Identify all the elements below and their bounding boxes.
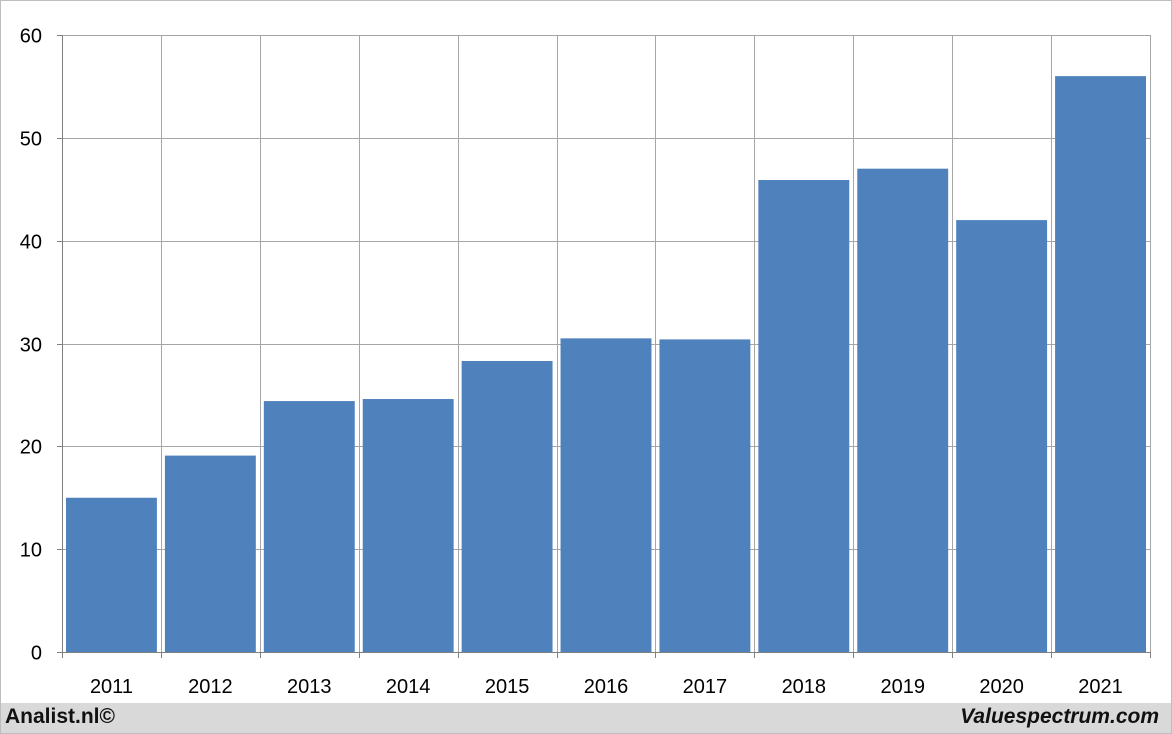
y-tick-label: 10 bbox=[20, 540, 42, 562]
bar-2017 bbox=[659, 339, 751, 652]
bar-2013 bbox=[263, 401, 355, 652]
x-tick-label: 2017 bbox=[683, 676, 728, 698]
y-tick-label: 0 bbox=[31, 643, 42, 665]
bar-2014 bbox=[362, 399, 454, 652]
y-axis-tick-labels: 0 10 20 30 40 50 60 bbox=[20, 26, 42, 665]
bar-2011 bbox=[66, 497, 157, 652]
y-tick-label: 60 bbox=[20, 26, 42, 48]
bar-2019 bbox=[857, 168, 949, 652]
bar-2012 bbox=[164, 455, 256, 652]
x-axis-tick-labels: 2011 2012 2013 2014 2015 2016 2017 2018 2019 2020… bbox=[90, 676, 1123, 698]
y-tick-label: 40 bbox=[20, 232, 42, 254]
y-tick-label: 30 bbox=[20, 335, 42, 357]
x-tick-label: 2013 bbox=[287, 676, 332, 698]
footer-source-left: Analist.nl© bbox=[5, 705, 115, 728]
bar-2018 bbox=[758, 179, 850, 652]
x-tick-label: 2021 bbox=[1078, 676, 1123, 698]
x-tick-label: 2018 bbox=[782, 676, 827, 698]
x-tick-label: 2019 bbox=[880, 676, 925, 698]
x-tick-label: 2012 bbox=[188, 676, 233, 698]
y-tick-label: 50 bbox=[20, 129, 42, 151]
footer-source-right: Valuespectrum.com bbox=[960, 705, 1159, 728]
chart-bars bbox=[66, 76, 1146, 653]
x-tick-label: 2015 bbox=[485, 676, 530, 698]
x-tick-label: 2011 bbox=[90, 676, 133, 698]
bar-2016 bbox=[560, 338, 652, 652]
y-tick-label: 20 bbox=[20, 437, 42, 459]
x-tick-label: 2016 bbox=[584, 676, 629, 698]
bar-2015 bbox=[461, 360, 553, 652]
footer-bar: Analist.nl© Valuespectrum.com bbox=[1, 703, 1171, 733]
bar-2021 bbox=[1055, 76, 1146, 653]
bar-2020 bbox=[956, 220, 1048, 652]
chart-gridlines bbox=[62, 35, 1151, 652]
chart-axes bbox=[57, 35, 1151, 658]
x-tick-label: 2020 bbox=[979, 676, 1024, 698]
x-tick-label: 2014 bbox=[386, 676, 431, 698]
